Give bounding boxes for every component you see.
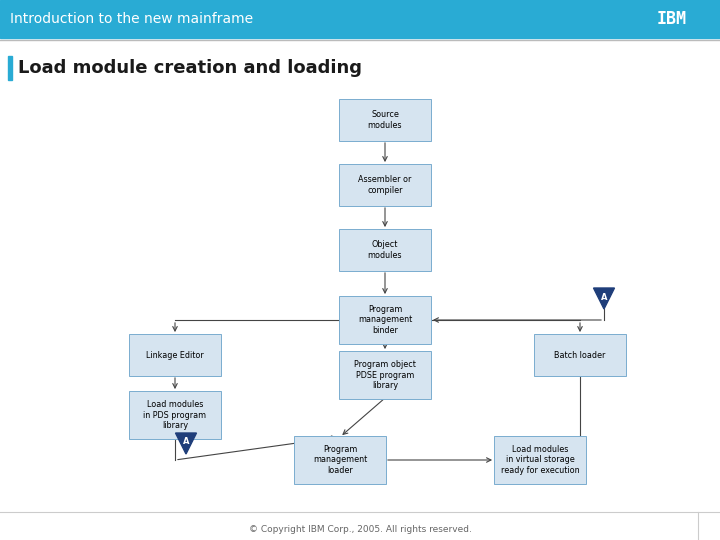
FancyBboxPatch shape: [339, 296, 431, 344]
Text: Introduction to the new mainframe: Introduction to the new mainframe: [10, 12, 253, 26]
FancyBboxPatch shape: [339, 229, 431, 271]
Text: IBM: IBM: [657, 10, 687, 28]
FancyBboxPatch shape: [339, 164, 431, 206]
Text: Program
management
binder: Program management binder: [358, 305, 412, 335]
FancyBboxPatch shape: [339, 351, 431, 399]
Text: Batch loader: Batch loader: [554, 350, 606, 360]
FancyBboxPatch shape: [339, 99, 431, 141]
Text: Program
management
loader: Program management loader: [313, 445, 367, 475]
Text: Program object
PDSE program
library: Program object PDSE program library: [354, 360, 416, 390]
Text: Load modules
in virtual storage
ready for execution: Load modules in virtual storage ready fo…: [500, 445, 580, 475]
FancyBboxPatch shape: [129, 391, 221, 439]
FancyBboxPatch shape: [294, 436, 386, 484]
Text: Assembler or
compiler: Assembler or compiler: [359, 176, 412, 195]
Bar: [0, 0, 720, 38]
Text: A: A: [600, 293, 607, 301]
FancyBboxPatch shape: [129, 334, 221, 376]
Polygon shape: [176, 433, 197, 454]
Bar: [8, 56, 12, 80]
FancyBboxPatch shape: [494, 436, 586, 484]
Text: Linkage Editor: Linkage Editor: [146, 350, 204, 360]
Polygon shape: [593, 288, 614, 309]
Text: Source
modules: Source modules: [368, 110, 402, 130]
Text: A: A: [183, 437, 189, 447]
Text: Load modules
in PDS program
library: Load modules in PDS program library: [143, 400, 207, 430]
FancyBboxPatch shape: [534, 334, 626, 376]
Text: Load module creation and loading: Load module creation and loading: [18, 59, 362, 77]
Text: Object
modules: Object modules: [368, 240, 402, 260]
Text: © Copyright IBM Corp., 2005. All rights reserved.: © Copyright IBM Corp., 2005. All rights …: [248, 525, 472, 535]
